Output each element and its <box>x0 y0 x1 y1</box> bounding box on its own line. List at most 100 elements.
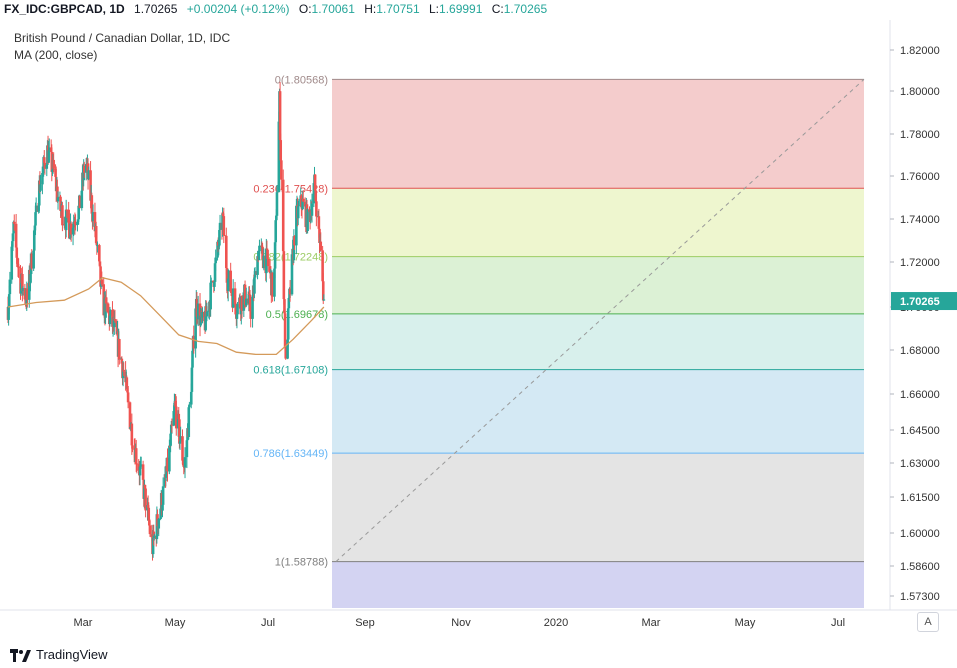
change-value: +0.00204 (+0.12%) <box>186 2 290 16</box>
price-tick-label-11: 1.61500 <box>900 492 940 504</box>
candle-body <box>65 209 69 211</box>
candle-body <box>99 266 102 287</box>
candle-body <box>16 263 20 267</box>
candle-body <box>205 311 209 317</box>
candle-body <box>34 212 37 226</box>
candle-body <box>306 209 309 231</box>
candle-body <box>178 441 182 444</box>
candle-body <box>303 201 307 207</box>
candle-body <box>177 413 181 420</box>
candle-body <box>234 304 237 315</box>
candle-body <box>227 270 231 279</box>
time-tick-label-0: Mar <box>74 617 93 629</box>
candle-body <box>41 166 45 174</box>
candle-body <box>59 196 62 211</box>
candle-body <box>98 245 101 262</box>
candle-body <box>321 250 324 282</box>
candle-body <box>76 221 79 225</box>
price-tick-label-12: 1.60000 <box>900 528 940 540</box>
chart-svg[interactable]: 0(1.80568)0.236(1.75428)0.382(1.72248)0.… <box>0 20 957 640</box>
price-tick-label-4: 1.74000 <box>900 214 940 226</box>
candle-body <box>37 205 40 212</box>
footer: TradingView <box>0 640 957 668</box>
candle-body <box>49 147 53 152</box>
fib-trend-line <box>335 78 865 562</box>
candle-body <box>310 203 314 216</box>
candle-body <box>124 371 127 383</box>
candle-body <box>108 315 112 325</box>
candle-body <box>253 277 256 294</box>
candle-body <box>226 278 230 291</box>
high-value: 1.70751 <box>376 2 420 16</box>
fib-label-0: 0(1.80568) <box>275 74 328 86</box>
candle-body <box>213 281 216 287</box>
candle-body <box>125 377 129 387</box>
candles <box>6 82 326 561</box>
candle-body <box>67 209 70 223</box>
price-tick-label-8: 1.66000 <box>900 389 940 401</box>
chart-area[interactable]: 0(1.80568)0.236(1.75428)0.382(1.72248)0.… <box>0 20 957 640</box>
candle-body <box>95 243 99 246</box>
candle-body <box>78 195 82 209</box>
candle-body <box>131 445 134 449</box>
candle-body <box>257 251 261 261</box>
time-tick-label-8: Jul <box>831 617 845 629</box>
candle-body <box>183 457 187 468</box>
brand-name[interactable]: TradingView <box>36 647 108 662</box>
open-label: O: <box>298 2 312 16</box>
time-tick-label-6: Mar <box>642 617 661 629</box>
candle-body <box>21 288 25 291</box>
candle-body <box>214 257 217 264</box>
candle-body <box>89 170 92 201</box>
fib-zone-2 <box>332 256 864 314</box>
candle-body <box>42 157 46 163</box>
candle-body <box>281 179 285 252</box>
candle-body <box>248 293 251 295</box>
tradingview-logo-icon[interactable] <box>10 649 32 663</box>
candle-body <box>188 404 191 408</box>
candle-body <box>43 162 47 169</box>
candle-body <box>288 288 292 295</box>
fib-label-4: 0.618(1.67108) <box>253 365 328 377</box>
price-tick-label-14: 1.57300 <box>900 591 940 603</box>
fib-label-1: 0.236(1.75428) <box>253 183 328 195</box>
candle-body <box>14 223 18 248</box>
current-price-tag <box>891 292 957 311</box>
candle-body <box>126 392 130 403</box>
candle-body <box>143 484 147 489</box>
candle-body <box>104 297 107 318</box>
candle-body <box>164 473 168 478</box>
candle-body <box>139 464 143 466</box>
candle-body <box>258 245 261 252</box>
price-tick-label-1: 1.80000 <box>900 86 940 98</box>
auto-scale-button[interactable]: A <box>917 612 939 632</box>
fib-zone-0 <box>332 79 864 189</box>
candle-body <box>159 508 162 519</box>
candle-body <box>161 504 164 511</box>
candle-body <box>37 180 41 206</box>
candle-body <box>179 436 182 442</box>
candle-body <box>168 445 172 447</box>
candle-body <box>190 367 194 392</box>
last-price: 1.70265 <box>134 2 178 16</box>
candle-body <box>196 303 200 320</box>
candle-body <box>221 213 225 217</box>
candle-body <box>223 235 226 237</box>
candle-body <box>204 306 207 331</box>
candle-body <box>64 209 68 231</box>
candle-body <box>262 255 266 269</box>
candle-body <box>69 223 73 235</box>
candle-body <box>266 249 269 259</box>
open-value: 1.70061 <box>311 2 355 16</box>
candle-body <box>249 311 252 319</box>
candle-body <box>39 184 42 191</box>
candle-body <box>170 424 174 426</box>
candle-body <box>312 183 316 204</box>
candle-body <box>113 319 116 328</box>
candle-body <box>32 230 36 251</box>
time-tick-label-5: 2020 <box>544 617 568 629</box>
candle-body <box>275 192 279 216</box>
candle-body <box>161 486 165 505</box>
candle-body <box>166 457 169 472</box>
candle-body <box>290 254 294 295</box>
